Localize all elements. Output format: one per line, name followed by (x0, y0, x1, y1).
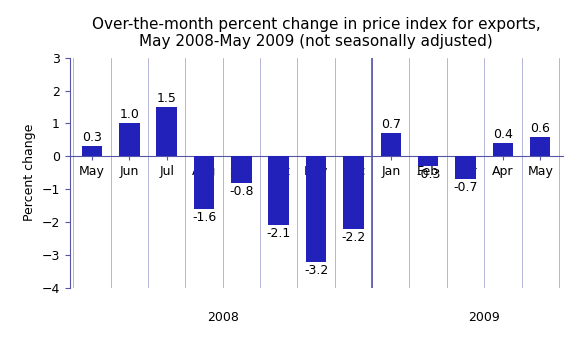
Y-axis label: Percent change: Percent change (23, 124, 36, 221)
Text: 1.0: 1.0 (119, 108, 139, 121)
Bar (82, 147, 102, 156)
Text: 0.4: 0.4 (493, 128, 513, 141)
Text: -2.2: -2.2 (341, 231, 365, 244)
Text: 0.3: 0.3 (82, 131, 102, 144)
Text: 0.7: 0.7 (381, 118, 401, 131)
Bar (157, 107, 177, 156)
Bar (343, 156, 364, 229)
Text: -1.6: -1.6 (192, 211, 216, 224)
Bar (306, 156, 327, 262)
Bar (530, 136, 550, 156)
Bar (380, 133, 401, 156)
Bar (269, 156, 289, 225)
Bar (492, 143, 513, 156)
Text: -0.8: -0.8 (229, 185, 253, 198)
Bar (119, 123, 140, 156)
Bar (418, 156, 438, 166)
Text: 2009: 2009 (468, 311, 500, 324)
Bar (455, 156, 476, 179)
Text: -2.1: -2.1 (267, 228, 291, 240)
Text: -0.3: -0.3 (416, 168, 440, 181)
Text: -0.7: -0.7 (453, 181, 478, 194)
Bar (194, 156, 215, 209)
Text: 2008: 2008 (207, 311, 238, 324)
Bar (231, 156, 252, 183)
Text: 0.6: 0.6 (530, 122, 550, 135)
Text: 1.5: 1.5 (157, 92, 177, 105)
Title: Over-the-month percent change in price index for exports,
May 2008-May 2009 (not: Over-the-month percent change in price i… (92, 17, 541, 49)
Text: -3.2: -3.2 (304, 264, 328, 276)
